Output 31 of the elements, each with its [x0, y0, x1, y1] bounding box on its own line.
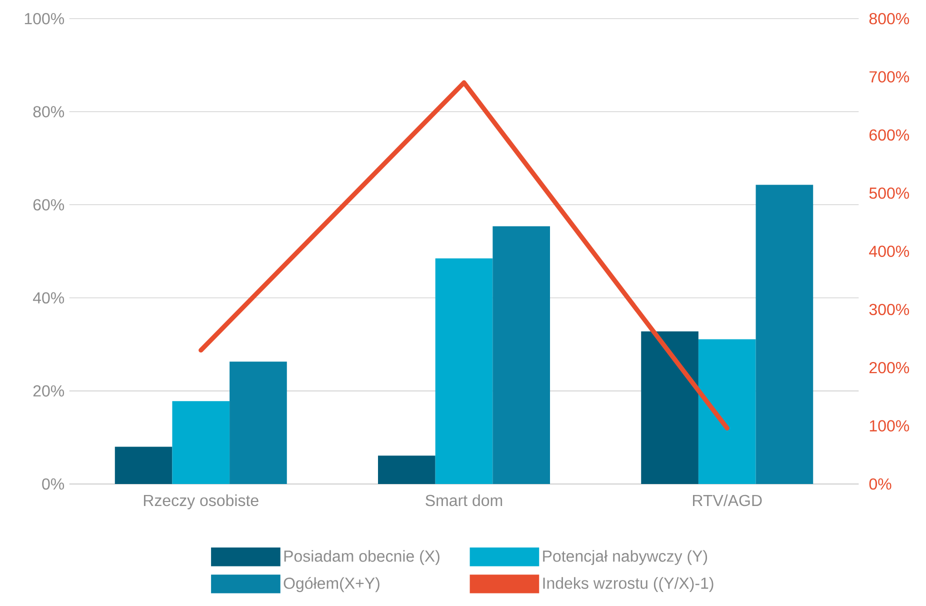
legend-label: Potencjał nabywczy (Y) — [543, 550, 708, 565]
y2-tick-label: 200% — [870, 362, 910, 374]
y2-tick-label: 300% — [869, 304, 910, 316]
y2-tick-label: 0% — [869, 478, 892, 490]
y-tick-label: 80% — [33, 106, 64, 118]
y-tick-label: 40% — [32, 292, 64, 304]
y-tick-label: 20% — [33, 385, 64, 397]
bar — [172, 401, 230, 484]
x-tick-label: Rzeczy osobiste — [144, 494, 258, 510]
y2-tick-label: 400% — [869, 246, 910, 257]
y-tick-label: 60% — [33, 199, 64, 210]
bar — [378, 456, 436, 484]
x-tick-label: RTV/AGD — [693, 494, 762, 506]
y-tick-label: 100% — [24, 13, 64, 24]
bar — [230, 362, 287, 484]
y2-tick-label: 800% — [869, 13, 910, 24]
legend-label: Ogółem(X+Y) — [284, 577, 380, 592]
bar — [641, 331, 698, 484]
y2-tick-label: 600% — [870, 129, 910, 141]
y2-tick-label: 100% — [870, 420, 910, 432]
bar — [435, 258, 493, 484]
y-tick-label: 0% — [42, 478, 64, 490]
bar — [492, 226, 550, 484]
bar — [756, 184, 814, 484]
y2-tick-label: 700% — [870, 71, 910, 82]
bar — [698, 339, 756, 484]
x-tick-label: Smart dom — [426, 494, 502, 506]
legend-label: Indeks wzrostu ((Y/X)-1) — [543, 577, 714, 592]
y2-tick-label: 500% — [869, 187, 910, 199]
legend-label: Posiadam obecnie (X) — [284, 550, 440, 565]
bar — [114, 446, 172, 484]
